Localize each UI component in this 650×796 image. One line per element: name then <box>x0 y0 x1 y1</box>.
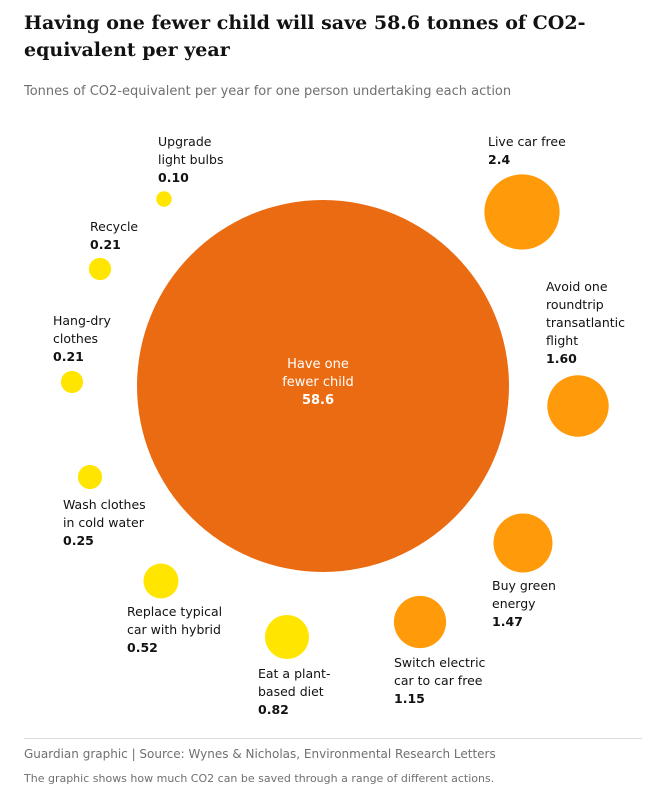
value-eat-a-plant-based-diet: 0.82 <box>258 702 289 717</box>
value-replace-typical-car-with-hybrid: 0.52 <box>127 640 158 655</box>
label-avoid-one-roundtrip-transatlantic-flight: Avoid one roundtrip transatlantic flight <box>546 279 625 348</box>
bubble-recycle <box>88 257 112 281</box>
label-upgrade-light-bulbs: Upgrade light bulbs <box>158 134 223 167</box>
label-buy-green-energy: Buy green energy <box>492 578 556 611</box>
bubble-replace-typical-car-with-hybrid <box>143 563 179 599</box>
label-have-one-fewer-child: Have one fewer child <box>282 357 354 390</box>
value-buy-green-energy: 1.47 <box>492 614 523 629</box>
bubble-upgrade-light-bulbs <box>156 191 172 207</box>
value-recycle: 0.21 <box>90 237 121 252</box>
footer-divider <box>24 738 642 739</box>
value-hang-dry-clothes: 0.21 <box>53 349 84 364</box>
label-recycle: Recycle <box>90 219 138 234</box>
label-hang-dry-clothes: Hang-dry clothes <box>53 313 112 346</box>
chart-title: Having one fewer child will save 58.6 to… <box>24 12 586 61</box>
bubble-wash-clothes-in-cold-water <box>77 464 103 490</box>
bubble-eat-a-plant-based-diet <box>265 615 309 659</box>
source-credit: Guardian graphic | Source: Wynes & Nicho… <box>24 747 496 761</box>
label-eat-a-plant-based-diet: Eat a plant-based diet <box>258 666 330 699</box>
label-live-car-free: Live car free <box>488 134 566 149</box>
bubble-switch-electric-car-to-car-free <box>393 595 447 649</box>
value-upgrade-light-bulbs: 0.10 <box>158 170 189 185</box>
value-avoid-one-roundtrip-transatlantic-flight: 1.60 <box>546 351 577 366</box>
chart-note: The graphic shows how much CO2 can be sa… <box>24 772 495 785</box>
chart-subtitle: Tonnes of CO2-equivalent per year for on… <box>24 84 512 99</box>
bubble-avoid-one-roundtrip-transatlantic-flight <box>547 375 609 437</box>
label-switch-electric-car-to-car-free: Switch electric car to car free <box>394 655 486 688</box>
value-wash-clothes-in-cold-water: 0.25 <box>63 533 94 548</box>
label-replace-typical-car-with-hybrid: Replace typical car with hybrid <box>127 604 222 637</box>
label-wash-clothes-in-cold-water: Wash clothes in cold water <box>63 497 146 530</box>
bubble-hang-dry-clothes <box>60 370 84 394</box>
value-have-one-fewer-child: 58.6 <box>302 393 334 408</box>
value-live-car-free: 2.4 <box>488 152 510 167</box>
bubble-live-car-free <box>484 174 560 250</box>
bubble-have-one-fewer-child <box>137 200 509 572</box>
value-switch-electric-car-to-car-free: 1.15 <box>394 691 425 706</box>
bubble-buy-green-energy <box>493 513 553 573</box>
